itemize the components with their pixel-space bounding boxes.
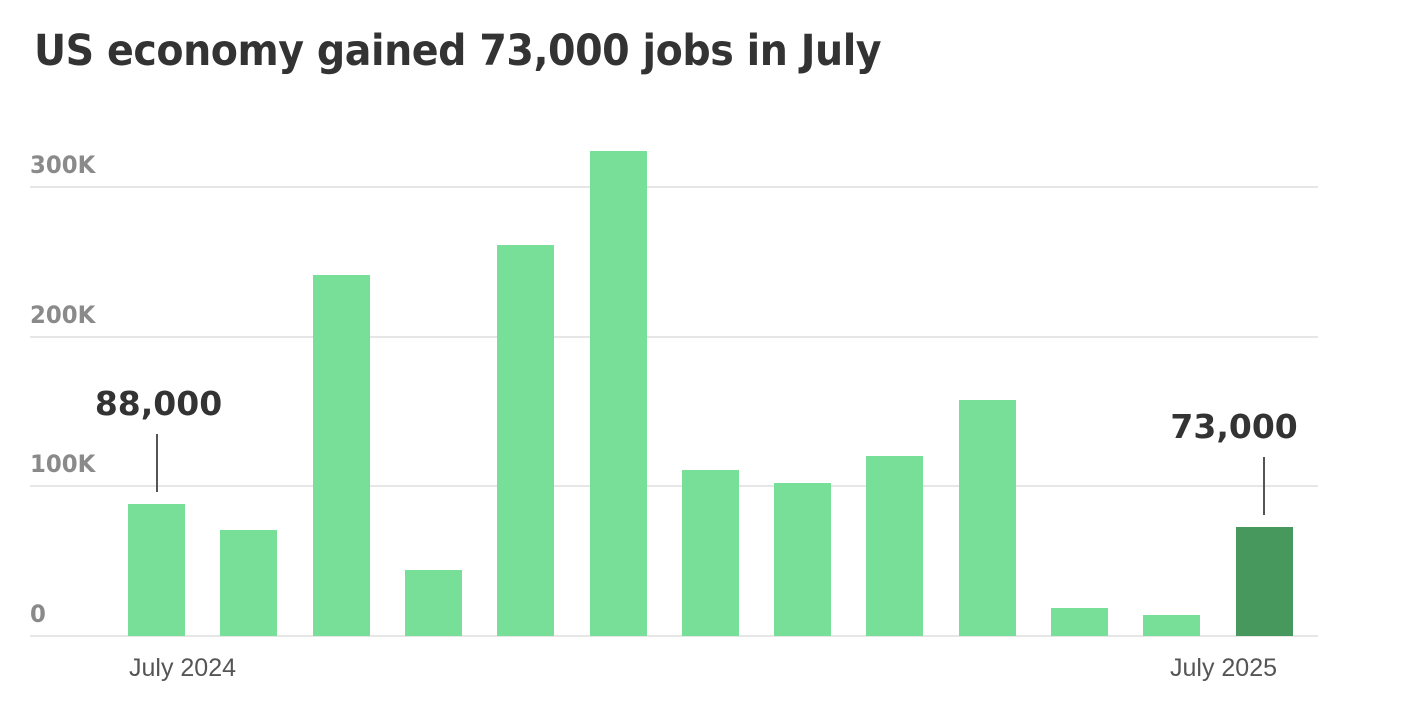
bar <box>774 483 832 636</box>
x-label-start: July 2024 <box>129 654 237 682</box>
bar <box>312 275 370 636</box>
y-tick-label: 300K <box>30 151 96 179</box>
annotation-leader-line <box>155 434 158 493</box>
bar <box>1051 607 1108 636</box>
bar <box>958 399 1016 636</box>
gridline <box>30 635 1318 637</box>
bar <box>497 245 555 636</box>
bar <box>404 570 462 636</box>
gridline <box>30 335 1318 338</box>
gridline <box>30 485 1318 488</box>
chart-title: US economy gained 73,000 jobs in July <box>34 26 882 76</box>
bar <box>128 504 185 636</box>
annotation-leader-line <box>1263 456 1266 515</box>
bar <box>1143 615 1201 636</box>
annotation-label: 73,000 <box>1170 406 1298 446</box>
x-label-end: July 2025 <box>1170 654 1278 682</box>
bar <box>220 529 278 636</box>
y-tick-label: 100K <box>30 450 96 479</box>
y-tick-label: 0 <box>30 600 46 628</box>
y-tick-label: 200K <box>30 300 96 329</box>
bar <box>866 456 924 636</box>
annotation-label: 88,000 <box>94 384 223 424</box>
bar-highlighted <box>1235 526 1293 636</box>
bar <box>681 469 739 636</box>
bar <box>589 151 647 636</box>
gridline <box>30 186 1318 188</box>
